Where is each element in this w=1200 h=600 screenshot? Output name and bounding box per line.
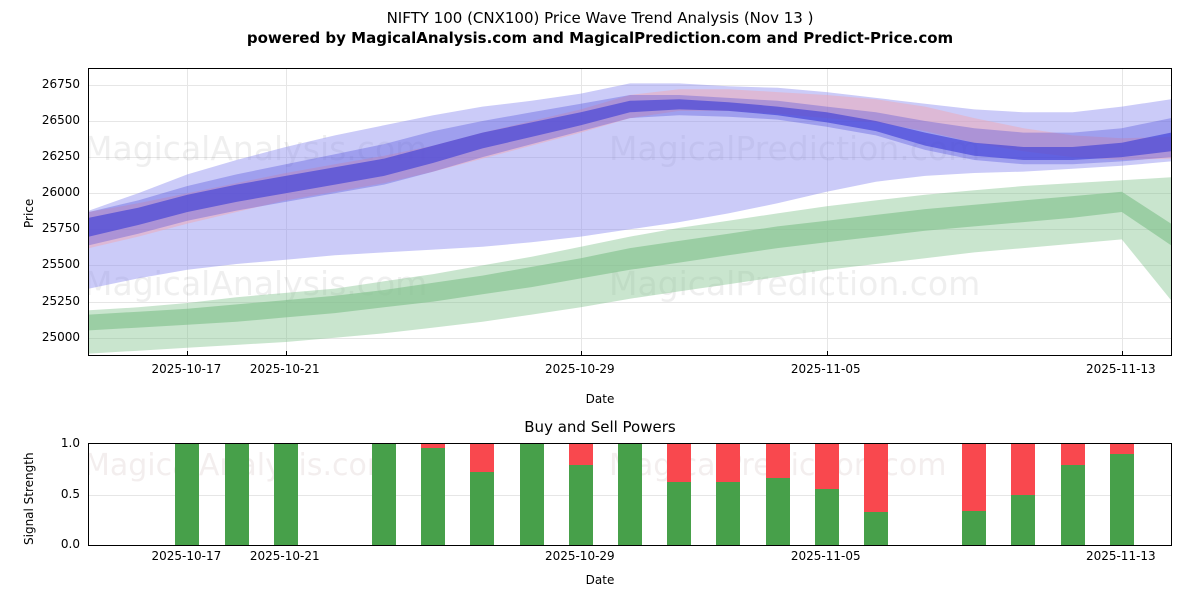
buy-power-segment (814, 489, 839, 545)
sell-power-segment (863, 444, 888, 512)
buy-power-segment (568, 465, 593, 545)
y-tick-label: 25000 (41, 329, 80, 344)
x-tick (285, 351, 287, 355)
signal-bar[interactable] (863, 444, 888, 545)
buy-power-segment (716, 482, 741, 545)
signal-bar[interactable] (421, 444, 446, 545)
sell-power-segment (667, 444, 692, 483)
blue-core-band (89, 99, 1171, 237)
gridline-horizontal (89, 229, 1171, 231)
price-wave-chart: MagicalAnalysis.com MagicalPrediction.com… (88, 68, 1172, 356)
gridline-vertical (285, 69, 287, 355)
x-tick-label: 2025-10-29 (544, 549, 615, 563)
sell-power-segment (568, 444, 593, 466)
signal-bar[interactable] (224, 444, 249, 545)
y-tick-label: 1.0 (60, 436, 80, 450)
x-tick-label: 2025-11-13 (1085, 549, 1156, 563)
x-tick-label: 2025-11-13 (1085, 362, 1156, 376)
buy-power-segment (470, 472, 495, 545)
signal-bar[interactable] (667, 444, 692, 545)
gridline-vertical (580, 69, 582, 355)
buy-power-segment (519, 444, 544, 545)
buy-power-segment (224, 444, 249, 545)
signal-bar[interactable] (716, 444, 741, 545)
buy-power-segment (1011, 494, 1036, 545)
sell-power-segment (470, 444, 495, 473)
signal-bar[interactable] (962, 444, 987, 545)
sell-power-segment (962, 444, 987, 511)
signal-bar[interactable] (814, 444, 839, 545)
y-tick-label: 26000 (41, 185, 80, 200)
gridline-horizontal (89, 157, 1171, 159)
sell-power-segment (814, 444, 839, 490)
signal-bar[interactable] (1011, 444, 1036, 545)
gridline-horizontal (89, 121, 1171, 122)
y-tick-label: 25500 (41, 257, 80, 272)
y-tick-label: 0.5 (60, 486, 80, 501)
buy-power-segment (667, 482, 692, 545)
gridline-vertical (826, 69, 828, 355)
y-tick (88, 495, 89, 496)
sell-power-segment (1109, 444, 1134, 455)
x-tick (187, 351, 189, 355)
signal-bar[interactable] (765, 444, 790, 545)
buy-power-segment (372, 444, 397, 545)
y-tick (88, 544, 89, 545)
y-tick (88, 444, 89, 445)
buy-power-segment (421, 448, 446, 545)
x-tick-label: 2025-10-21 (249, 549, 320, 563)
signal-bar[interactable] (618, 444, 642, 545)
sell-power-segment (716, 444, 741, 483)
y-tick-label: 25750 (41, 221, 80, 236)
buy-power-segment (962, 510, 987, 545)
buy-power-segment (175, 444, 200, 545)
buy-power-segment (273, 444, 298, 545)
gridline-horizontal (89, 84, 1171, 86)
buy-power-segment (1109, 454, 1134, 545)
buy-power-segment (618, 444, 642, 545)
x-tick-label: 2025-10-21 (249, 362, 320, 376)
green-core-band (89, 191, 1171, 331)
x-tick-label: 2025-10-17 (151, 549, 222, 563)
chart-title-block: NIFTY 100 (CNX100) Price Wave Trend Anal… (0, 8, 1200, 48)
y-tick-label: 0.0 (60, 537, 80, 551)
y-tick-label: 25250 (41, 293, 80, 308)
signal-bar[interactable] (1109, 444, 1134, 545)
sell-power-segment (765, 444, 790, 479)
signal-bar[interactable] (519, 444, 544, 545)
signal-x-axis-label: Date (585, 573, 615, 587)
x-tick-label: 2025-11-05 (790, 549, 861, 563)
x-tick-label: 2025-11-05 (790, 362, 861, 376)
gridline-horizontal (89, 337, 1171, 339)
signal-bar[interactable] (568, 444, 593, 545)
x-tick (826, 351, 828, 355)
buy-power-segment (863, 511, 888, 545)
gridline-horizontal (89, 301, 1171, 303)
buy-power-segment (765, 478, 790, 545)
signal-bar[interactable] (273, 444, 298, 545)
price-x-axis-label: Date (585, 392, 615, 406)
signal-bar[interactable] (372, 444, 397, 545)
x-tick (1121, 351, 1123, 355)
x-tick-label: 2025-10-29 (544, 362, 615, 376)
y-tick-label: 26750 (41, 76, 80, 91)
buy-power-segment (1060, 465, 1085, 545)
x-tick-label: 2025-10-17 (151, 362, 222, 376)
signal-chart-title: Buy and Sell Powers (524, 418, 676, 436)
signal-bar[interactable] (175, 444, 200, 545)
page-title: NIFTY 100 (CNX100) Price Wave Trend Anal… (386, 9, 814, 27)
x-tick (580, 351, 582, 355)
signal-bar[interactable] (470, 444, 495, 545)
y-tick-label: 26250 (41, 149, 80, 164)
page-subtitle: powered by MagicalAnalysis.com and Magic… (246, 29, 954, 47)
y-tick-label: 26500 (41, 113, 80, 127)
sell-power-segment (421, 444, 446, 449)
signal-bar[interactable] (1060, 444, 1085, 545)
gridline-horizontal (89, 193, 1171, 195)
price-band-layer (89, 83, 1171, 354)
sell-power-segment (1011, 444, 1036, 495)
sell-power-segment (1060, 444, 1085, 466)
